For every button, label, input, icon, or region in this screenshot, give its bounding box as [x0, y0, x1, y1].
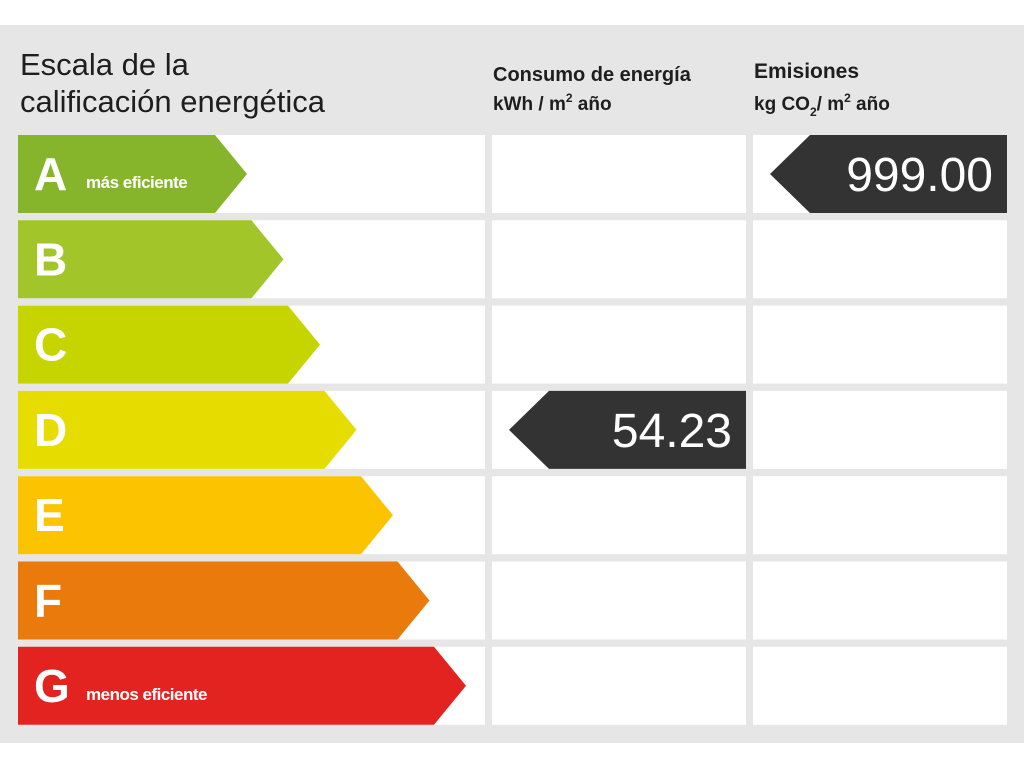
rating-letter: A	[34, 148, 67, 200]
rating-arrow	[18, 561, 430, 640]
row-cell	[753, 476, 1007, 555]
row-cell	[492, 135, 746, 213]
title-line: calificación energética	[20, 84, 326, 119]
row-cell	[492, 220, 746, 299]
row-cell	[753, 390, 1007, 469]
rating-note: menos eficiente	[86, 685, 207, 704]
rating-letter: F	[34, 575, 62, 627]
rating-note: más eficiente	[86, 173, 187, 192]
rating-arrow	[18, 476, 393, 555]
rating-letter: C	[34, 319, 67, 371]
row-cell	[753, 646, 1007, 725]
rating-arrow	[18, 135, 247, 213]
row-cell	[492, 305, 746, 384]
row-cell	[753, 561, 1007, 640]
value-label: 54.23	[612, 405, 732, 458]
value-label: 999.00	[846, 149, 993, 202]
rating-letter: D	[34, 404, 67, 456]
row-cell	[492, 561, 746, 640]
column-unit: kg CO2/ m2 año	[754, 91, 890, 119]
rating-letter: G	[34, 660, 70, 712]
rating-arrow	[18, 220, 284, 299]
row-cell	[492, 476, 746, 555]
title-line: Escala de la	[20, 47, 190, 82]
column-unit: kWh / m2 año	[493, 91, 612, 115]
rating-letter: B	[34, 233, 67, 285]
column-title: Consumo de energía	[493, 64, 692, 86]
row-cell	[492, 646, 746, 725]
rating-letter: E	[34, 489, 65, 541]
rating-arrow	[18, 646, 466, 725]
value-marker	[509, 390, 746, 469]
row-cell	[753, 305, 1007, 384]
value-marker	[770, 135, 1007, 213]
rating-arrow	[18, 305, 320, 384]
column-title: Emisiones	[754, 60, 859, 83]
row-cell	[753, 220, 1007, 299]
rating-arrow	[18, 390, 357, 469]
